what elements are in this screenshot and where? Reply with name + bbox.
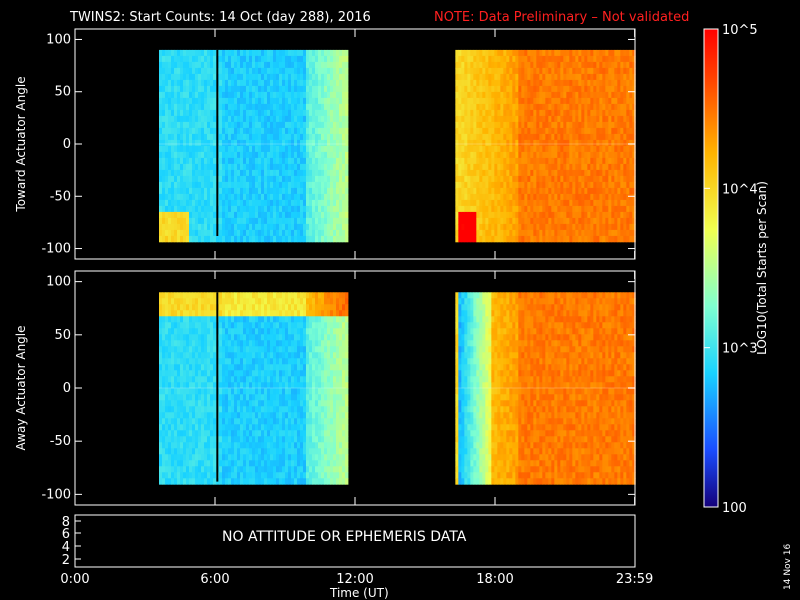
toward-ytick-label: 0	[63, 137, 71, 152]
toward-ytick-label: -50	[50, 189, 71, 204]
away-ytick-label: 50	[54, 328, 71, 343]
ephemeris-ytick-label: 2	[62, 553, 70, 568]
toward-ytick-label: 50	[54, 85, 71, 100]
away-ytick-label: 100	[46, 275, 71, 290]
toward-data-block-1	[455, 49, 636, 243]
chart-title: TWINS2: Start Counts: 14 Oct (day 288), …	[69, 10, 371, 25]
x-tick-label: 12:00	[336, 572, 373, 587]
no-ephemeris-message: NO ATTITUDE OR EPHEMERIS DATA	[222, 529, 467, 545]
x-tick-label: 0:00	[60, 572, 89, 587]
away-panel: 100 50 0 -50 -100 Away Actuator Angle	[14, 270, 636, 506]
x-axis-label: Time (UT)	[329, 586, 389, 600]
colorbar-tick-label: 100	[722, 501, 747, 516]
colorbar-tick-label: 10^5	[722, 23, 758, 38]
toward-data-block-0	[159, 49, 349, 243]
preliminary-note: NOTE: Data Preliminary – Not validated	[434, 10, 689, 25]
toward-ytick-label: 100	[46, 32, 71, 47]
x-tick-label: 6:00	[200, 572, 229, 587]
away-data-block-1	[455, 292, 636, 485]
x-tick-label: 18:00	[476, 572, 513, 587]
ephemeris-ytick-label: 4	[62, 540, 70, 555]
x-tick-label: 23:59	[616, 572, 653, 587]
colorbar: 10^5 10^4 10^3 100 LOG10(Total Starts per S…	[703, 23, 769, 516]
toward-panel: 100 50 0 -50 -100 Toward Actuator Angle	[14, 28, 636, 260]
away-ytick-label: -50	[50, 434, 71, 449]
date-stamp: 14 Nov 16	[783, 544, 793, 590]
colorbar-tick-label: 10^3	[722, 342, 758, 357]
ephemeris-ytick-label: 6	[62, 527, 70, 542]
away-y-axis-label: Away Actuator Angle	[14, 325, 28, 450]
colorbar-label: LOG10(Total Starts per Scan)	[755, 181, 769, 355]
colorbar-gradient	[703, 28, 719, 508]
away-data-block-0	[159, 292, 349, 485]
ephemeris-ytick-label: 8	[62, 515, 70, 530]
colorbar-tick-label: 10^4	[722, 182, 758, 197]
toward-y-axis-label: Toward Actuator Angle	[14, 76, 28, 212]
away-ytick-label: 0	[63, 381, 71, 396]
toward-ytick-label: -100	[41, 242, 71, 257]
away-ytick-label: -100	[41, 487, 71, 502]
